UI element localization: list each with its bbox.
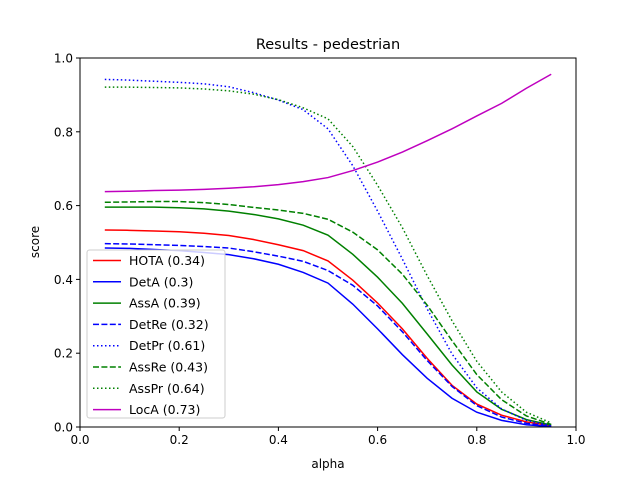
legend-box	[86, 249, 226, 419]
legend-label: DetRe (0.32)	[129, 317, 209, 332]
x-tick-label: 0.0	[70, 433, 89, 447]
legend-label: DetPr (0.61)	[129, 338, 205, 353]
x-tick-label: 1.0	[566, 433, 585, 447]
legend-label: DetA (0.3)	[129, 274, 193, 289]
legend-label: AssA (0.39)	[129, 296, 201, 311]
y-axis-label: score	[28, 226, 42, 258]
legend-label: HOTA (0.34)	[129, 253, 205, 268]
series-line-0	[104, 229, 552, 427]
legend: HOTA (0.34) DetA (0.3) AssA (0.39) DetRe (0…	[86, 249, 226, 419]
series-line-2	[104, 206, 552, 426]
x-tick-label: 0.2	[170, 433, 189, 447]
y-tick-label: 0.2	[54, 347, 73, 361]
y-tick-label: 0.4	[54, 273, 73, 287]
series-line-4	[104, 78, 552, 427]
legend-label: AssRe (0.43)	[129, 360, 208, 375]
y-tick-label: 0.6	[54, 199, 73, 213]
series-line-5	[104, 200, 552, 426]
series-line-7	[104, 73, 552, 193]
x-tick-label: 0.4	[269, 433, 288, 447]
x-tick-label: 0.6	[368, 433, 387, 447]
legend-label: AssPr (0.64)	[129, 381, 205, 396]
plot-frame	[79, 57, 577, 428]
series-line-6	[104, 86, 552, 424]
chart-title: Results - pedestrian	[256, 37, 400, 53]
ticks-layer: 0.0 0.2 0.4 0.6 0.8 1.0 0.0 0.2 0.4 0.6 0.8 1.0	[54, 52, 586, 448]
y-tick-label: 0.8	[54, 125, 73, 139]
y-tick-label: 1.0	[54, 52, 73, 66]
legend-label: LocA (0.73)	[129, 402, 200, 417]
x-axis-label: alpha	[311, 457, 344, 471]
y-tick-label: 0.0	[54, 421, 73, 435]
x-tick-label: 0.8	[467, 433, 486, 447]
